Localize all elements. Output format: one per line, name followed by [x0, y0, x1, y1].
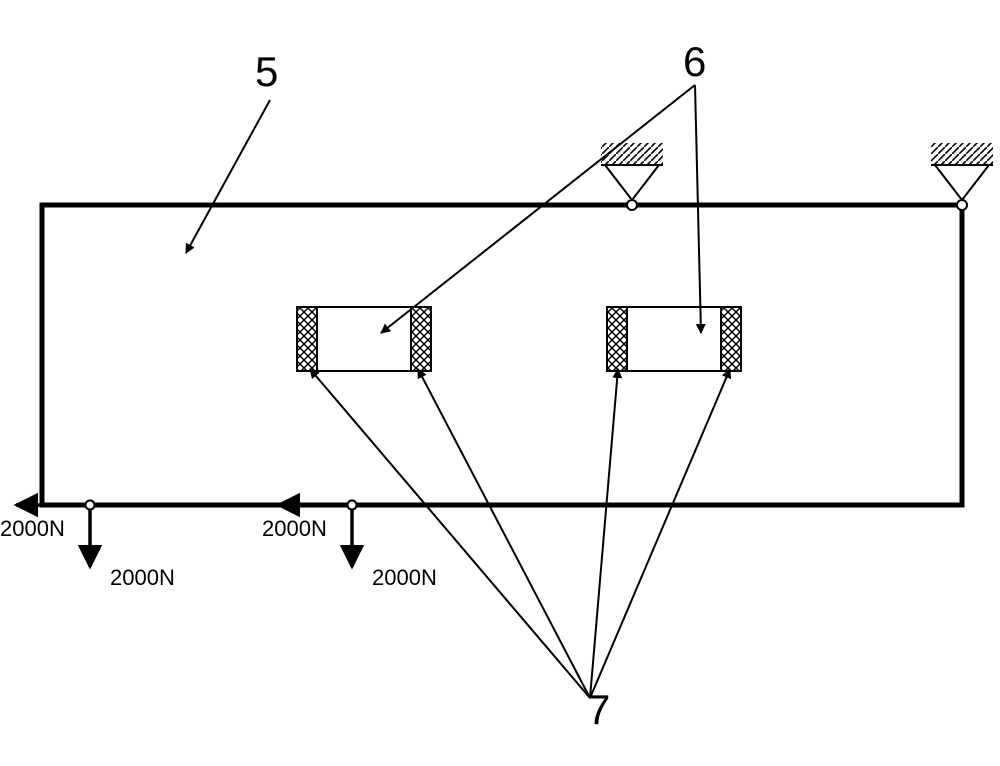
callout-label: 7: [587, 686, 610, 734]
callout-label: 6: [683, 38, 706, 86]
force-label: 2000N: [110, 565, 175, 591]
force-label: 2000N: [0, 516, 65, 542]
diagram-canvas: 2000N 2000N 2000N 2000N 5 6 7: [0, 0, 1000, 766]
force-label: 2000N: [372, 565, 437, 591]
force-label: 2000N: [262, 516, 327, 542]
diagram-svg: [0, 0, 1000, 766]
callout-label: 5: [255, 48, 278, 96]
